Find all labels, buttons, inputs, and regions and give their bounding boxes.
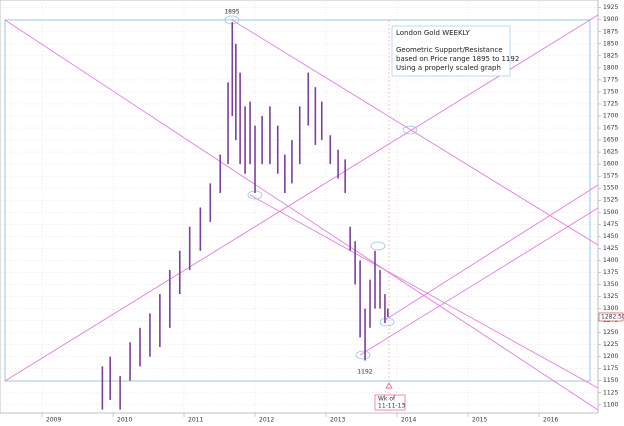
y-tick-label: 1325 (603, 293, 618, 300)
geo-line (359, 207, 599, 356)
y-tick-label: 1175 (603, 365, 618, 372)
y-tick-label: 1600 (603, 161, 618, 168)
geo-line (384, 184, 599, 321)
y-tick-label: 1450 (603, 233, 618, 240)
y-tick-label: 1900 (603, 16, 618, 23)
y-tick-label: 1375 (603, 269, 618, 276)
y-tick-label: 1675 (603, 125, 618, 132)
week-label: Wk of (378, 396, 396, 403)
y-tick-label: 1925 (603, 4, 618, 11)
pivot-marker (379, 317, 395, 327)
y-tick-label: 1725 (603, 100, 618, 107)
y-tick-label: 1300 (603, 305, 618, 312)
y-tick-label: 1525 (603, 197, 618, 204)
y-tick-label: 1350 (603, 281, 618, 288)
price-bars (101, 22, 389, 410)
last-price-label: 1282.50 (601, 313, 624, 320)
range-box (4, 19, 591, 382)
y-tick-label: 1875 (603, 28, 618, 35)
y-tick-label: 1825 (603, 52, 618, 59)
x-tick-label: 2014 (401, 417, 416, 424)
y-tick-label: 1225 (603, 341, 618, 348)
week-date: 11-11-13 (378, 403, 405, 410)
week-box (374, 394, 406, 411)
pivot-marker (402, 125, 418, 135)
y-tick-label: 1775 (603, 76, 618, 83)
y-tick-label: 1700 (603, 113, 618, 120)
y-tick-label: 1800 (603, 64, 618, 71)
y-tick-label: 1150 (603, 377, 618, 384)
y-tick-label: 1125 (603, 389, 618, 396)
geo-line (4, 19, 599, 411)
y-tick-label: 1250 (603, 329, 618, 336)
x-tick-label: 2016 (543, 417, 558, 424)
note-line: Geometric Support/Resistance (396, 46, 503, 54)
y-tick-label: 1650 (603, 137, 618, 144)
x-tick-label: 2013 (330, 417, 345, 424)
geo-line (249, 194, 599, 389)
low-annotation: 1192 (357, 369, 372, 376)
note-line: based on Price range 1895 to 1192 (396, 55, 519, 63)
x-tick-label: 2012 (259, 417, 274, 424)
pivot-marker (370, 241, 386, 251)
y-tick-label: 1625 (603, 149, 618, 156)
x-tick-label: 2015 (472, 417, 487, 424)
last-price-box (598, 312, 624, 322)
y-tick-label: 1400 (603, 257, 618, 264)
x-tick-label: 2010 (117, 417, 132, 424)
high-annotation: 1895 (224, 9, 239, 16)
x-tick-label: 2009 (46, 417, 61, 424)
week-marker (385, 382, 393, 389)
y-tick-label: 1425 (603, 245, 618, 252)
y-tick-label: 1200 (603, 353, 618, 360)
pivot-marker (355, 350, 371, 360)
note-line: Using a properly scaled graph (396, 64, 501, 72)
y-tick-label: 1550 (603, 185, 618, 192)
y-tick-label: 1575 (603, 173, 618, 180)
y-tick-label: 1500 (603, 209, 618, 216)
y-tick-label: 1750 (603, 88, 618, 95)
y-tick-label: 1475 (603, 221, 618, 228)
note-line: London Gold WEEKLY (396, 29, 471, 37)
x-tick-label: 2011 (188, 417, 203, 424)
y-tick-label: 1100 (603, 401, 618, 408)
note-box: London Gold WEEKLY Geometric Support/Res… (391, 25, 519, 77)
y-tick-label: 1850 (603, 40, 618, 47)
note-frame (391, 25, 511, 77)
